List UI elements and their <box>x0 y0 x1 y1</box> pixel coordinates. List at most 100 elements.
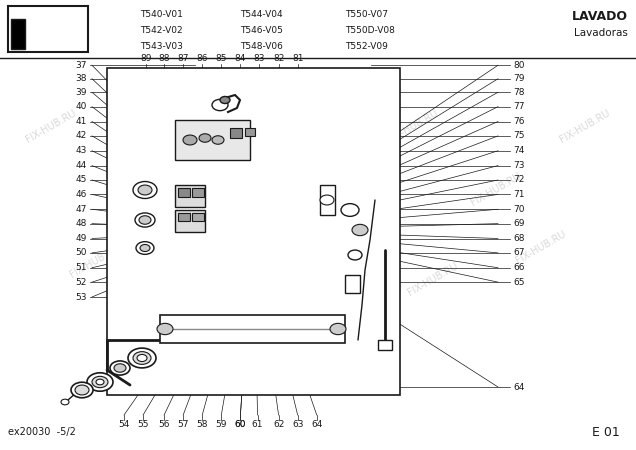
Text: 57: 57 <box>177 420 189 429</box>
Bar <box>230 128 242 138</box>
Text: 75: 75 <box>513 131 525 140</box>
Text: 41: 41 <box>76 117 87 126</box>
Text: 59: 59 <box>216 420 227 429</box>
Text: 54: 54 <box>118 420 130 429</box>
Text: 83: 83 <box>254 54 265 63</box>
Text: 68: 68 <box>513 234 525 243</box>
Text: LAVADO: LAVADO <box>572 10 628 23</box>
Circle shape <box>220 96 230 104</box>
Text: T544-V04: T544-V04 <box>240 10 282 19</box>
Text: 80: 80 <box>513 61 525 70</box>
Text: FIX-HUB.RU: FIX-HUB.RU <box>291 274 345 311</box>
Text: 70: 70 <box>513 205 525 214</box>
Circle shape <box>138 185 152 195</box>
Text: Lavadoras: Lavadoras <box>574 28 628 38</box>
Circle shape <box>110 361 130 375</box>
Text: 49: 49 <box>76 234 87 243</box>
Text: T548-V06: T548-V06 <box>240 42 283 51</box>
Text: 52: 52 <box>76 278 87 287</box>
Bar <box>378 340 392 350</box>
Text: 89: 89 <box>141 54 152 63</box>
Text: 55: 55 <box>137 420 149 429</box>
Text: 51: 51 <box>75 263 87 272</box>
Bar <box>11 19 25 50</box>
Text: 60: 60 <box>235 420 246 429</box>
Circle shape <box>330 324 346 335</box>
Text: 61: 61 <box>252 420 263 429</box>
Circle shape <box>133 351 151 364</box>
Text: 60: 60 <box>235 420 246 429</box>
Bar <box>320 185 335 215</box>
Text: FIX-HUB.RU: FIX-HUB.RU <box>323 198 377 234</box>
Text: 81: 81 <box>292 54 303 63</box>
Circle shape <box>348 250 362 260</box>
Circle shape <box>212 99 228 111</box>
Circle shape <box>136 242 154 254</box>
Text: 44: 44 <box>76 161 87 170</box>
Circle shape <box>133 181 157 198</box>
Text: 47: 47 <box>76 205 87 214</box>
Text: 84: 84 <box>235 54 246 63</box>
Text: T552-V09: T552-V09 <box>345 42 388 51</box>
Text: 64: 64 <box>311 420 322 429</box>
Text: 77: 77 <box>513 102 525 111</box>
Bar <box>192 188 204 197</box>
Circle shape <box>135 213 155 227</box>
Text: 85: 85 <box>216 54 227 63</box>
Text: FIX-HUB.RU: FIX-HUB.RU <box>387 108 440 144</box>
Text: FIX-HUB.RU: FIX-HUB.RU <box>514 229 567 266</box>
Bar <box>178 188 190 197</box>
Text: T546-V05: T546-V05 <box>240 26 283 35</box>
Text: 76: 76 <box>513 117 525 126</box>
Text: ex20030  -5/2: ex20030 -5/2 <box>8 427 76 437</box>
Circle shape <box>140 244 150 252</box>
Text: FIX-HUB.RU: FIX-HUB.RU <box>24 108 78 144</box>
Bar <box>8 6 88 52</box>
Circle shape <box>96 379 104 385</box>
Text: 53: 53 <box>75 292 87 302</box>
Text: T543-V03: T543-V03 <box>140 42 183 51</box>
Text: 58: 58 <box>197 420 208 429</box>
Text: 72: 72 <box>513 176 525 184</box>
Text: E 01: E 01 <box>592 426 620 438</box>
Circle shape <box>199 134 211 142</box>
Text: T550-V07: T550-V07 <box>345 10 388 19</box>
Bar <box>178 213 190 221</box>
Circle shape <box>139 216 151 224</box>
Text: 40: 40 <box>76 102 87 111</box>
Text: 62: 62 <box>273 420 284 429</box>
Bar <box>192 213 204 221</box>
Text: T540-V01: T540-V01 <box>140 10 183 19</box>
Text: 48: 48 <box>76 219 87 228</box>
Bar <box>160 315 345 343</box>
Bar <box>175 210 205 232</box>
Circle shape <box>157 324 173 335</box>
Circle shape <box>137 355 147 361</box>
Text: 73: 73 <box>513 161 525 170</box>
Circle shape <box>114 364 126 372</box>
Circle shape <box>341 204 359 216</box>
Text: FIX-HUB.RU: FIX-HUB.RU <box>558 108 612 144</box>
Text: 37: 37 <box>75 61 87 70</box>
Text: FIX-HUB.RU: FIX-HUB.RU <box>406 261 459 297</box>
Text: 67: 67 <box>513 248 525 257</box>
Text: FIX-HUB.RU: FIX-HUB.RU <box>69 243 122 279</box>
Text: 65: 65 <box>513 278 525 287</box>
Circle shape <box>320 195 334 205</box>
Text: 64: 64 <box>513 382 525 392</box>
Text: 56: 56 <box>158 420 170 429</box>
Text: FIX-HUB.RU: FIX-HUB.RU <box>469 171 523 207</box>
Circle shape <box>71 382 93 398</box>
Text: FIX-HUB.RU: FIX-HUB.RU <box>164 297 218 333</box>
Circle shape <box>128 348 156 368</box>
Text: 69: 69 <box>513 219 525 228</box>
Text: 66: 66 <box>513 263 525 272</box>
Text: 88: 88 <box>158 54 170 63</box>
Text: 63: 63 <box>292 420 303 429</box>
Text: 82: 82 <box>273 54 284 63</box>
Circle shape <box>352 225 368 236</box>
Text: T542-V02: T542-V02 <box>140 26 183 35</box>
Text: 86: 86 <box>197 54 208 63</box>
Text: 46: 46 <box>76 190 87 199</box>
Circle shape <box>61 399 69 405</box>
